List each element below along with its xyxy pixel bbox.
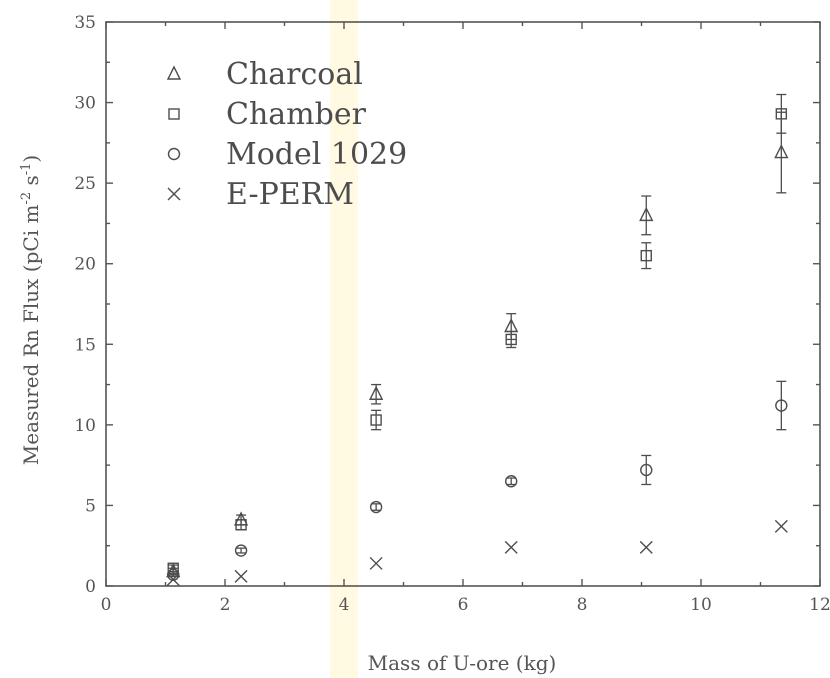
legend-label-charcoal: Charcoal <box>226 57 363 92</box>
y-tick-label: 10 <box>74 416 96 436</box>
y-tick-label: 20 <box>74 255 96 275</box>
point-e-perm <box>639 540 653 554</box>
y-tick-label: 35 <box>74 13 96 33</box>
legend-marker-e-perm <box>167 187 181 201</box>
y-axis-title-sup2: -1 <box>19 163 34 176</box>
legend-marker-model-1029 <box>167 147 181 161</box>
point-model-1029 <box>640 463 653 477</box>
legend-marker-charcoal <box>166 65 182 80</box>
y-axis-title-end: ) <box>19 155 43 163</box>
point-chamber <box>505 333 517 346</box>
point-e-perm <box>369 556 383 570</box>
x-tick-label: 6 <box>458 595 469 615</box>
scan-highlight-band <box>330 0 358 678</box>
point-model-1029 <box>775 399 788 412</box>
y-tick-label: 30 <box>74 94 96 114</box>
legend-label-model-1029: Model 1029 <box>226 137 407 172</box>
point-chamber <box>640 249 652 262</box>
y-axis-title: Measured Rn Flux (pCi m-2 s-1) <box>19 155 43 465</box>
point-model-1029 <box>369 500 383 514</box>
x-tick-label: 4 <box>339 595 350 615</box>
point-charcoal <box>639 206 654 222</box>
point-e-perm-stroke-b <box>166 573 180 587</box>
point-e-perm-stroke-b <box>234 569 248 583</box>
point-model-1029 <box>504 475 518 488</box>
point-charcoal <box>368 385 384 400</box>
y-axis-title-mid: s <box>19 175 43 192</box>
point-model-1029 <box>234 544 248 557</box>
point-e-perm-stroke-b <box>639 540 653 554</box>
point-e-perm-stroke-b <box>369 556 383 570</box>
x-axis-title: Mass of U-ore (kg) <box>368 651 557 675</box>
y-tick-label: 0 <box>85 577 96 597</box>
legend-label-e-perm: E-PERM <box>226 177 354 212</box>
y-tick-label: 5 <box>85 496 96 516</box>
y-axis-title-sup1: -2 <box>19 192 34 205</box>
point-e-perm-stroke-b <box>774 519 788 533</box>
y-tick-label: 25 <box>74 174 96 194</box>
series-e-perm <box>166 519 788 587</box>
point-chamber <box>235 519 247 531</box>
x-tick-label: 10 <box>690 595 712 615</box>
x-tick-label: 12 <box>809 595 830 615</box>
axis-ticks: 0 2 4 6 8 10 12 0 5 10 15 20 25 30 35 <box>74 13 830 615</box>
axes <box>105 21 821 587</box>
x-tick-label: 0 <box>101 595 112 615</box>
legend-marker-chamber <box>168 108 180 120</box>
series-model-1029 <box>167 380 788 581</box>
legend-label-chamber: Chamber <box>226 97 367 132</box>
series-chamber <box>167 93 788 574</box>
plot-frame <box>105 21 821 587</box>
point-e-perm <box>504 540 518 554</box>
point-chamber <box>775 108 788 120</box>
x-tick-label: 2 <box>220 595 231 615</box>
point-e-perm-stroke-b <box>504 540 518 554</box>
point-chamber <box>370 414 382 426</box>
point-e-perm <box>774 519 788 533</box>
point-charcoal <box>774 143 789 159</box>
plot-area <box>166 93 789 587</box>
point-e-perm <box>234 569 248 583</box>
legend-marker-e-perm-stroke-b <box>167 187 181 201</box>
y-tick-label: 15 <box>74 335 96 355</box>
legend: Charcoal Chamber Model 1029 E-PERM <box>166 57 407 212</box>
point-e-perm <box>166 573 180 587</box>
y-axis-title-main: Measured Rn Flux (pCi m <box>19 205 43 466</box>
x-tick-label: 8 <box>577 595 588 615</box>
